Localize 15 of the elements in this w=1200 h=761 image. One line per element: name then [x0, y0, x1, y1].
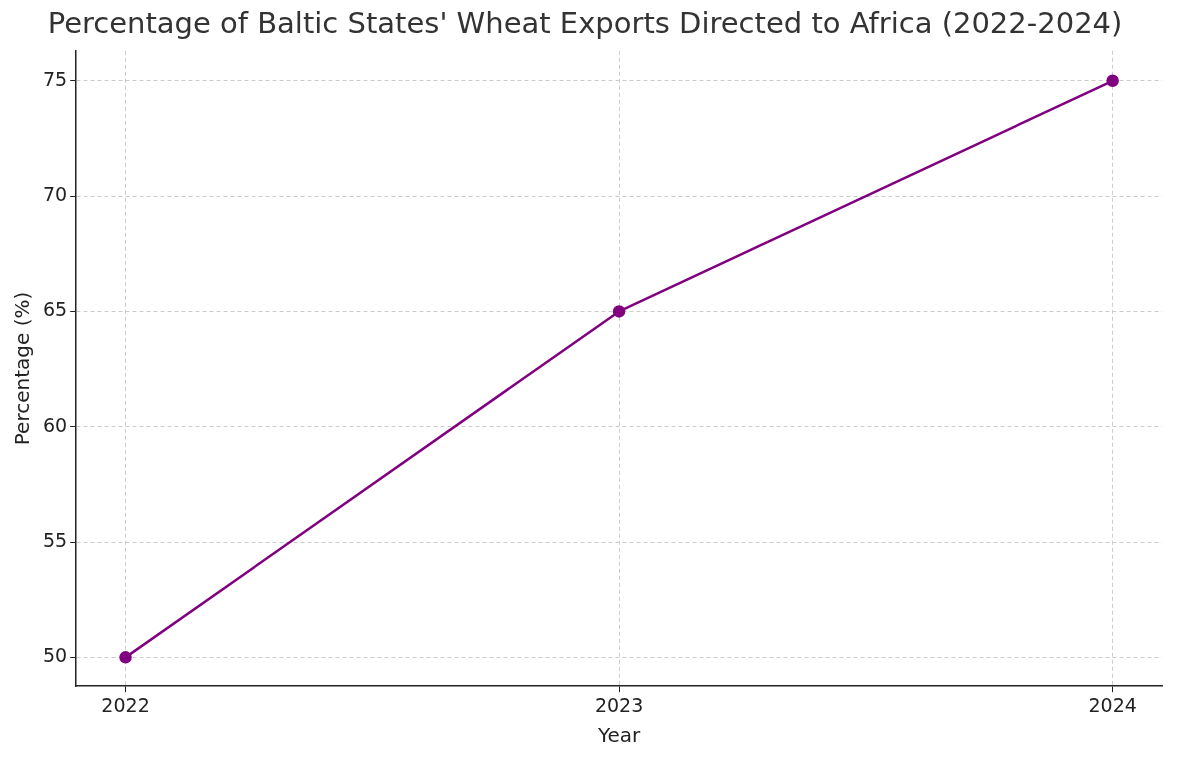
x-axis-title: Year	[596, 723, 642, 748]
y-tick-label: 75	[42, 67, 68, 90]
x-tick-label: 2023	[594, 693, 644, 716]
y-tick-label: 65	[42, 298, 68, 321]
x-tick-label: 2022	[101, 693, 150, 716]
x-tick-label: 2024	[1088, 693, 1137, 716]
point	[119, 651, 132, 664]
y-axis-title: Percentage (%)	[10, 291, 35, 446]
point	[1106, 74, 1119, 88]
chart-title: Percentage of Baltic States' Wheat Exports Directed to Africa (2022-2024)	[47, 5, 1123, 40]
y-tick-label: 60	[42, 413, 68, 436]
point	[612, 305, 626, 318]
y-tick-label: 50	[42, 644, 68, 667]
y-tick-label: 55	[42, 528, 68, 551]
y-tick-label: 70	[42, 183, 68, 206]
